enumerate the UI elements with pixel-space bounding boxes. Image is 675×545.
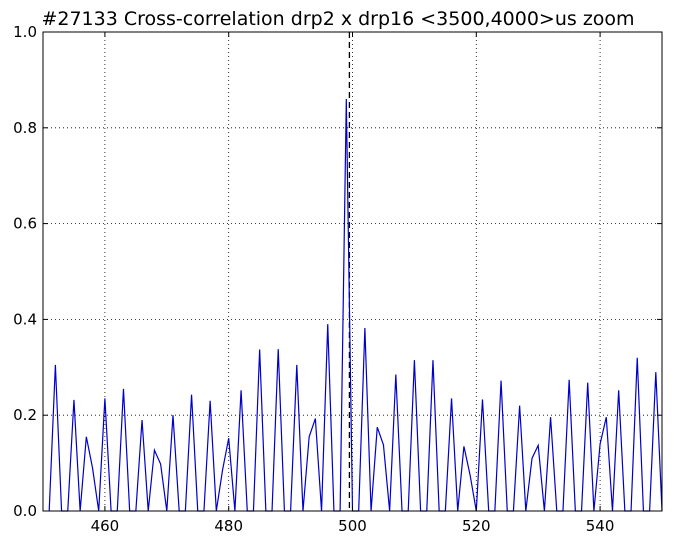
series-layer	[48, 99, 663, 512]
x-tick-label: 540	[586, 517, 615, 535]
tick-layer: 460 480 500 520 540 0.0 0.2 0.4 0.6 0.8 1.0	[13, 23, 662, 535]
x-tick-label: 480	[214, 517, 243, 535]
series-line	[48, 99, 663, 512]
y-tick-label: 0.4	[13, 310, 37, 328]
axes	[42, 31, 663, 512]
x-tick-label: 500	[338, 517, 367, 535]
plot-frame	[42, 31, 663, 512]
y-tick-label: 1.0	[13, 23, 37, 41]
x-tick-label: 460	[91, 517, 120, 535]
y-tick-label: 0.0	[13, 502, 37, 520]
grid	[43, 32, 662, 511]
y-tick-label: 0.8	[13, 119, 37, 137]
x-tick-label: 520	[462, 517, 491, 535]
y-tick-label: 0.2	[13, 406, 37, 424]
chart-title: #27133 Cross-correlation drp2 x drp16 <3…	[41, 8, 634, 30]
y-tick-label: 0.6	[13, 215, 37, 233]
